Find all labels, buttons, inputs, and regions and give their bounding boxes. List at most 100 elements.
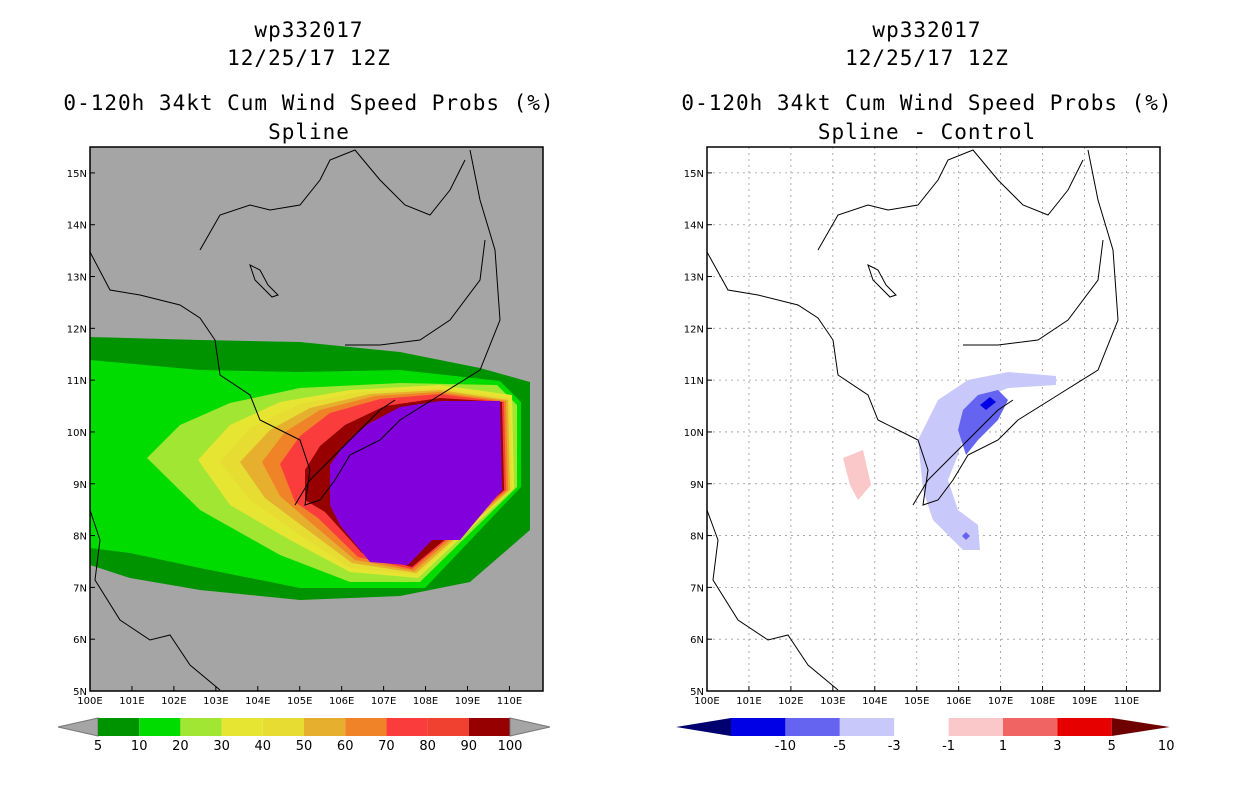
- colorbar-label: 40: [255, 739, 272, 754]
- colorbar-label: 10: [1158, 739, 1175, 754]
- left-map: 100E 101E 102E 103E 104E 105E 106E 107E 108E 109E…: [57, 146, 551, 754]
- lat-tick-label: 15N: [684, 169, 704, 180]
- left-coastlines: [90, 149, 501, 691]
- colorbar-swatch: [386, 718, 428, 736]
- lon-tick-label: 107E: [988, 696, 1013, 707]
- colorbar-label: 1: [999, 739, 1007, 754]
- colorbar-label: 70: [378, 739, 395, 754]
- left-axes: 100E 101E 102E 103E 104E 105E 106E 107E 108E 109E…: [67, 169, 522, 707]
- contour-neg3: [958, 390, 1008, 455]
- left-title: 0-120h 34kt Cum Wind Speed Probs (%): [63, 91, 555, 115]
- lon-tick-label: 104E: [245, 696, 270, 707]
- colorbar-label: -1: [942, 739, 955, 754]
- colorbar-label: 80: [419, 739, 436, 754]
- lat-tick-label: 10N: [67, 428, 87, 439]
- colorbar-swatch: [948, 718, 1003, 736]
- difference-contours: [843, 372, 1056, 550]
- right-storm-id: wp332017: [872, 18, 982, 42]
- left-frame: [89, 146, 544, 692]
- colorbar-label: 5: [1108, 739, 1116, 754]
- lon-tick-label: 109E: [1072, 696, 1097, 707]
- contour-pos1: [843, 450, 871, 500]
- contour-neg1: [918, 372, 1056, 550]
- colorbar-swatch: [262, 718, 304, 736]
- colorbar-swatch: [427, 718, 469, 736]
- right-axes: 100E 101E 102E 103E 104E 105E 106E 107E 108E 109E…: [684, 169, 1139, 707]
- colorbar-label: -3: [888, 739, 901, 754]
- lat-tick-label: 11N: [67, 376, 87, 387]
- lon-tick-label: 104E: [862, 696, 887, 707]
- probability-contours: [90, 337, 530, 600]
- left-datetime: 12/25/17 12Z: [227, 46, 391, 70]
- colorbar-label: 90: [461, 739, 478, 754]
- lat-tick-label: 13N: [67, 273, 87, 284]
- lat-tick-label: 5N: [690, 687, 704, 698]
- colorbar-label: 60: [337, 739, 354, 754]
- contour-neg5b: [962, 532, 970, 540]
- lat-tick-label: 7N: [73, 583, 87, 594]
- colorbar-swatch: [731, 718, 786, 736]
- colorbar-swatch: [98, 718, 140, 736]
- right-frame: [706, 146, 1161, 692]
- lat-tick-label: 10N: [684, 428, 704, 439]
- colorbar-label: -10: [775, 739, 796, 754]
- colorbar-label: 20: [172, 739, 189, 754]
- right-panel: wp332017 12/25/17 12Z 0-120h 34kt Cum Wi…: [618, 0, 1236, 800]
- lat-tick-label: 8N: [73, 532, 87, 543]
- colorbar-swatch: [345, 718, 387, 736]
- lat-tick-label: 7N: [690, 583, 704, 594]
- colorbar-swatch: [785, 718, 840, 736]
- lon-tick-label: 103E: [820, 696, 845, 707]
- colorbar-label: 30: [213, 739, 230, 754]
- colorbar-over-arrow: [509, 717, 551, 737]
- colorbar-swatch: [221, 718, 263, 736]
- lat-tick-label: 12N: [67, 324, 87, 335]
- colorbar-label: 3: [1053, 739, 1061, 754]
- left-panel: wp332017 12/25/17 12Z 0-120h 34kt Cum Wi…: [57, 18, 555, 754]
- lon-tick-label: 100E: [694, 696, 719, 707]
- colorbar-label: -5: [833, 739, 846, 754]
- colorbar-swatch: [304, 718, 346, 736]
- right-title: 0-120h 34kt Cum Wind Speed Probs (%): [681, 91, 1173, 115]
- lon-tick-label: 101E: [119, 696, 144, 707]
- left-subtitle: Spline: [268, 120, 350, 144]
- lon-tick-label: 109E: [455, 696, 480, 707]
- lat-tick-label: 13N: [684, 273, 704, 284]
- colorbar-swatch: [839, 718, 895, 736]
- lat-tick-label: 8N: [690, 532, 704, 543]
- colorbar-swatch: [1003, 718, 1058, 736]
- lat-tick-label: 9N: [690, 480, 704, 491]
- colorbar-swatch: [1057, 718, 1112, 736]
- lat-tick-label: 5N: [73, 687, 87, 698]
- colorbar-label: 10: [131, 739, 148, 754]
- right-coastlines: [707, 149, 1119, 691]
- contour-90: [330, 401, 502, 565]
- lon-tick-label: 110E: [497, 696, 522, 707]
- colorbar-under-arrow: [676, 718, 731, 736]
- lon-tick-label: 106E: [329, 696, 354, 707]
- colorbar-label: 50: [296, 739, 313, 754]
- lat-tick-label: 11N: [684, 376, 704, 387]
- lon-tick-label: 101E: [736, 696, 761, 707]
- lon-tick-label: 110E: [1114, 696, 1139, 707]
- lon-tick-label: 107E: [371, 696, 396, 707]
- right-subtitle: Spline - Control: [817, 120, 1037, 144]
- lat-tick-label: 9N: [73, 480, 87, 491]
- left-colorbar: 5 10 20 30 40 50 60 70 80 90 100: [57, 717, 551, 754]
- colorbar-swatch: [468, 718, 510, 736]
- colorbar-swatch: [139, 718, 181, 736]
- lat-tick-label: 15N: [67, 169, 87, 180]
- lon-tick-label: 103E: [203, 696, 228, 707]
- colorbar-label: 100: [498, 739, 523, 754]
- lon-tick-label: 108E: [413, 696, 438, 707]
- lon-tick-label: 102E: [778, 696, 803, 707]
- right-colorbar: -10 -5 -3 -1 1 3 5 10: [676, 718, 1174, 754]
- lat-tick-label: 12N: [684, 324, 704, 335]
- lon-tick-label: 100E: [77, 696, 102, 707]
- lat-tick-label: 6N: [690, 635, 704, 646]
- lat-tick-label: 6N: [73, 635, 87, 646]
- lat-tick-label: 14N: [684, 221, 704, 232]
- lon-tick-label: 108E: [1030, 696, 1055, 707]
- colorbar-swatch: [180, 718, 222, 736]
- colorbar-swatch: [894, 718, 949, 736]
